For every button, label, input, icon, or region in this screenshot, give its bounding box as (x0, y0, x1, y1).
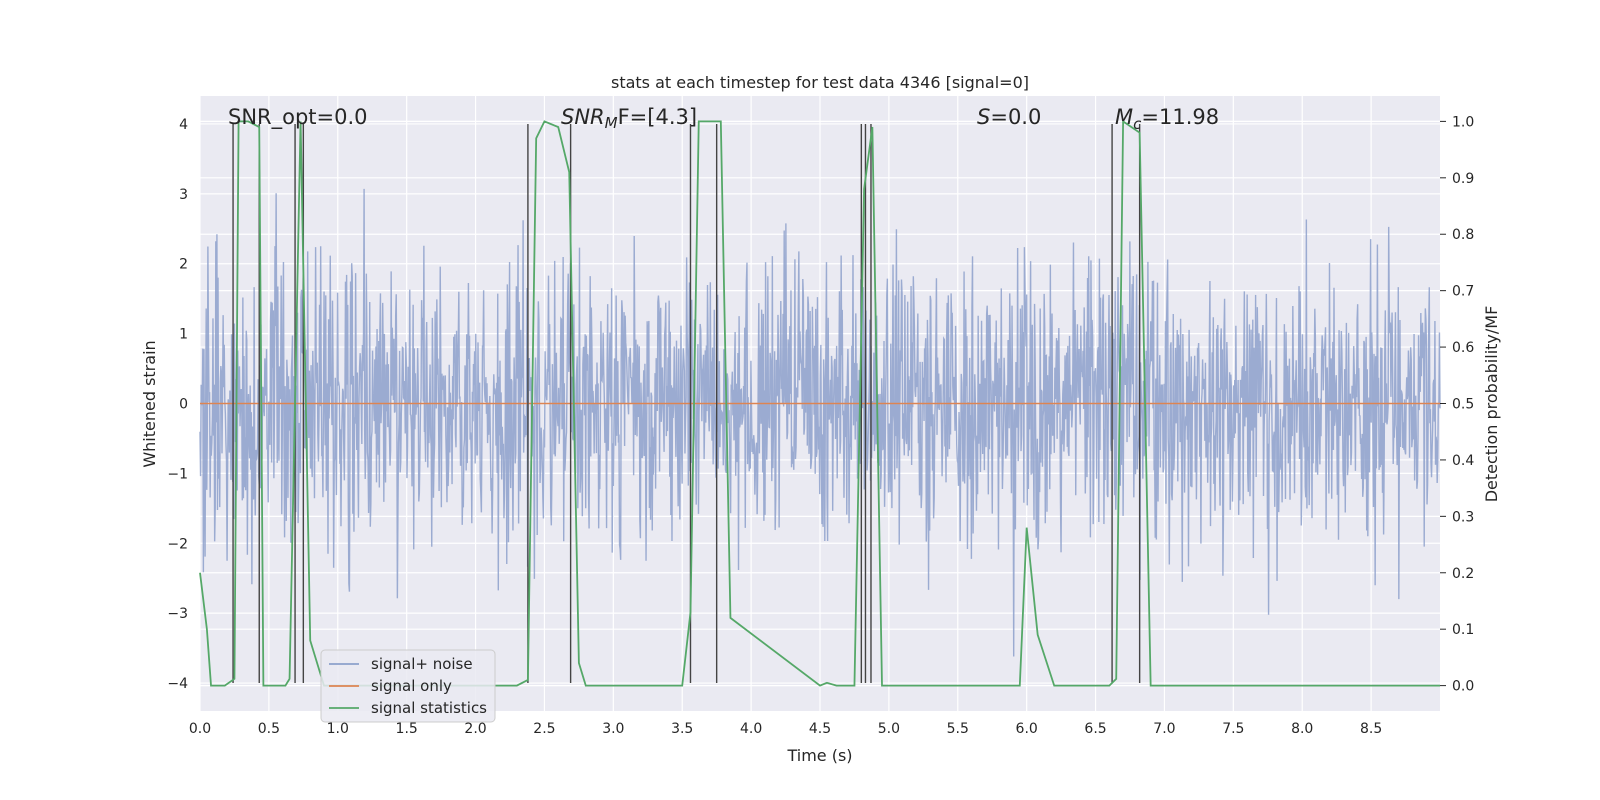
x-tick-label: 3.0 (602, 721, 624, 737)
y-tick-label-right: 0.0 (1452, 679, 1474, 695)
x-tick-label: 5.5 (947, 721, 969, 737)
y-tick-label-right: 0.7 (1452, 284, 1474, 300)
y-tick-label-right: 0.1 (1452, 622, 1474, 638)
x-tick-label: 4.0 (740, 721, 762, 737)
annotation-mc: Mc=11.98 (1115, 105, 1219, 133)
annotation-snr-mf-sub: M (605, 114, 618, 132)
y-tick-label-right: 0.2 (1452, 566, 1474, 582)
x-tick-label: 8.0 (1291, 721, 1313, 737)
annotation-mc-symbol: M (1115, 105, 1133, 129)
y-tick-label-right: 0.6 (1452, 340, 1474, 356)
x-tick-label: 0.5 (258, 721, 280, 737)
y-tick-label-right: 0.3 (1452, 509, 1474, 525)
x-tick-label: 1.5 (396, 721, 418, 737)
x-tick-label: 7.5 (1222, 721, 1244, 737)
y-tick-label-left: 1 (179, 327, 188, 343)
annotation-s: S=0.0 (977, 105, 1041, 129)
y-tick-label-right: 0.4 (1452, 453, 1474, 469)
x-tick-label: 0.0 (189, 721, 211, 737)
annotation-mc-sub: c (1133, 115, 1142, 133)
x-ticks: 0.0 0.5 1.0 1.5 2.0 2.5 3.0 3.5 4.0 4.5 5.0 5.5 6.0 6… (189, 721, 1382, 737)
annotation-snr-opt: SNR_opt=0.0 (228, 105, 368, 130)
y-tick-label-right: 0.8 (1452, 227, 1474, 243)
y-tick-label-left: −3 (167, 606, 188, 622)
legend-label-noise: signal+ noise (371, 655, 473, 673)
y-ticks-left: −4 −3 −2 −1 0 1 2 3 4 (167, 117, 188, 692)
x-tick-label: 5.0 (878, 721, 900, 737)
legend: signal+ noise signal only signal statist… (320, 649, 496, 723)
legend-box (320, 649, 496, 723)
legend-label-signal: signal only (371, 677, 452, 695)
legend-label-stats: signal statistics (371, 699, 487, 717)
y-tick-label-left: 4 (179, 117, 188, 133)
y-tick-label-left: −1 (167, 466, 188, 482)
x-tick-label: 6.5 (1084, 721, 1106, 737)
x-tick-label: 3.5 (671, 721, 693, 737)
vertical-markers (232, 123, 1141, 684)
y-tick-label-right: 0.5 (1452, 397, 1474, 413)
signal-statistics-series (199, 119, 1440, 687)
y-tick-label-left: −4 (167, 676, 188, 692)
x-tick-label: 2.0 (464, 721, 486, 737)
annotation-mc-rest: =11.98 (1141, 105, 1219, 129)
y-tick-label-left: 2 (179, 257, 188, 273)
noise-trace (199, 188, 1441, 657)
y-tick-label-left: −2 (167, 536, 188, 552)
annotation-s-rest: =0.0 (990, 105, 1041, 129)
y-tick-label-left: 0 (179, 397, 188, 413)
noise-series (199, 188, 1441, 657)
annotation-s-symbol: S (977, 105, 990, 129)
annotation-snr-mf-rest: F=[4.3] (618, 105, 697, 129)
y-axis-label-right: Detection probability/MF (1482, 306, 1501, 503)
annotation-snr-mf: SNRMF=[4.3] (561, 105, 697, 132)
x-tick-label: 8.5 (1360, 721, 1382, 737)
y-axis-label-left: Whitened strain (140, 340, 159, 467)
chart-title: stats at each timestep for test data 434… (611, 73, 1029, 92)
y-ticks-right: 0.0 0.1 0.2 0.3 0.4 0.5 0.6 0.7 0.8 0.9 1.0 (1440, 114, 1474, 695)
y-tick-label-right: 1.0 (1452, 114, 1474, 130)
x-tick-label: 1.0 (327, 721, 349, 737)
x-tick-label: 6.0 (1016, 721, 1038, 737)
y-tick-label-right: 0.9 (1452, 171, 1474, 187)
x-tick-label: 2.5 (533, 721, 555, 737)
x-tick-label: 4.5 (809, 721, 831, 737)
annotation-snr-mf-symbol: SNR (561, 105, 605, 129)
x-tick-label: 7.0 (1153, 721, 1175, 737)
x-axis-label: Time (s) (786, 746, 852, 765)
y-tick-label-left: 3 (179, 187, 188, 203)
